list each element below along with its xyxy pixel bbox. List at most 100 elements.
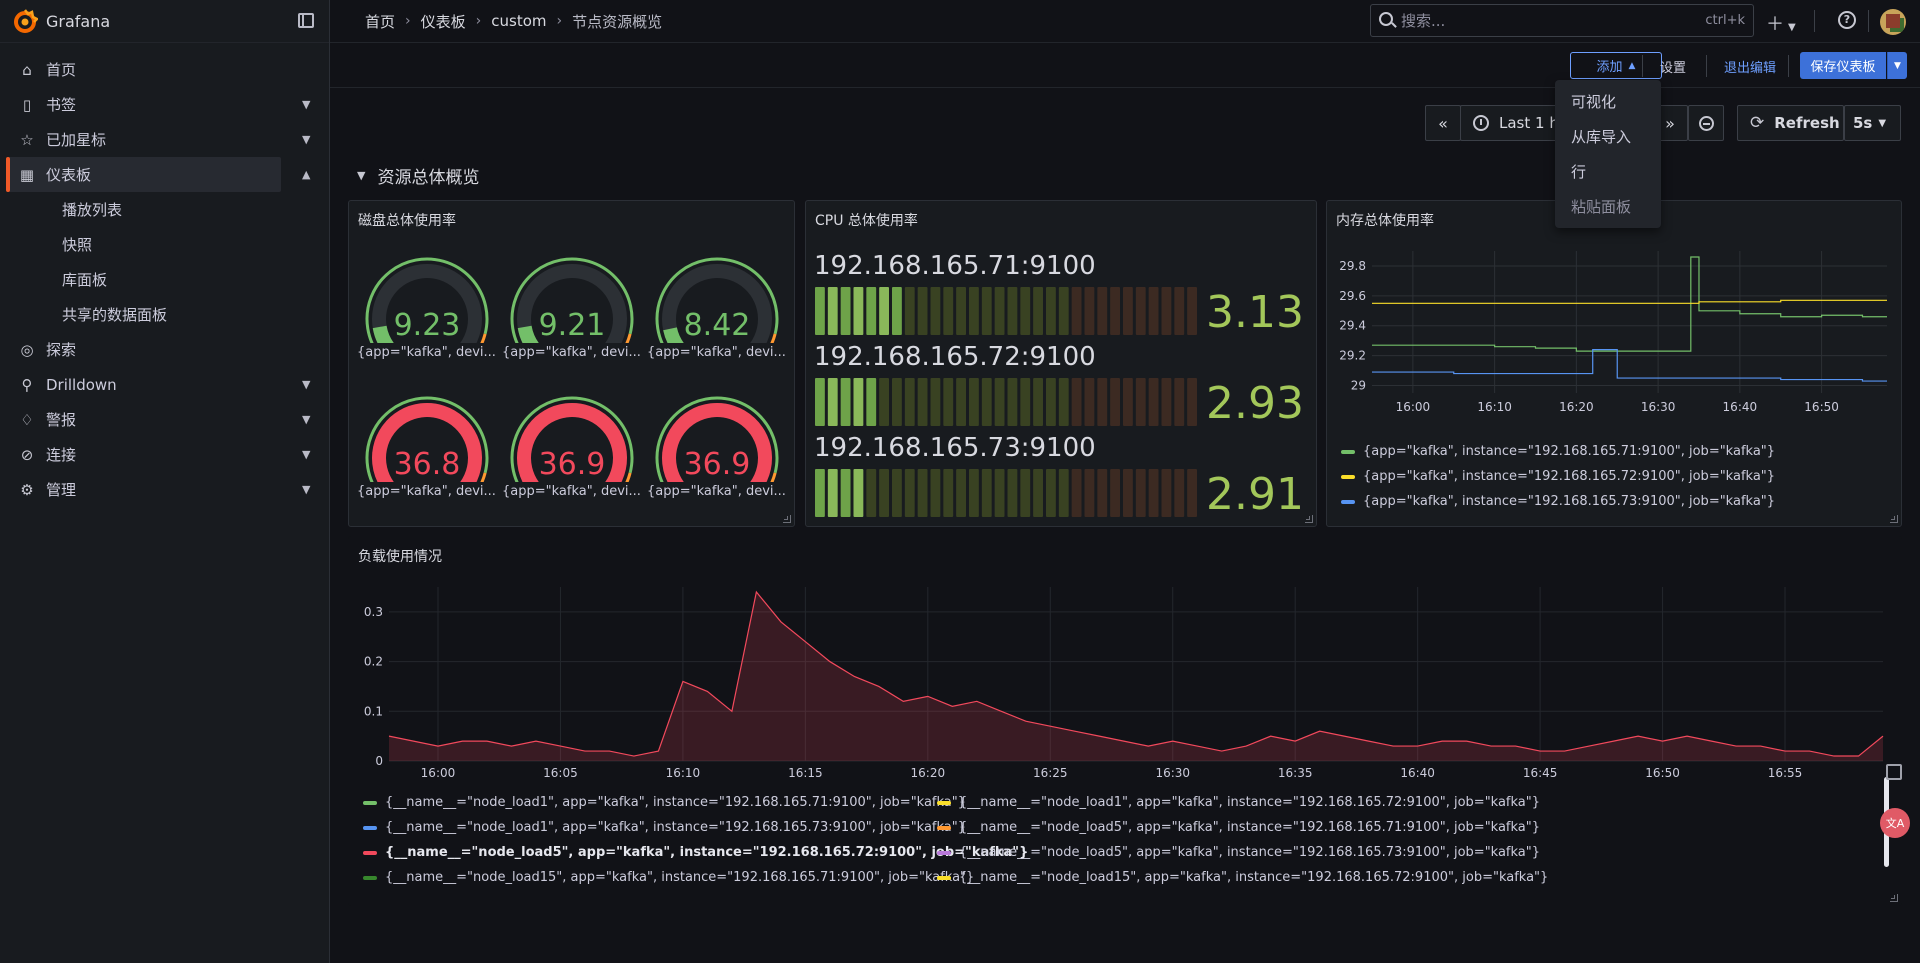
row-header[interactable]: ▼ 资源总体概览 <box>357 163 479 188</box>
search-shortcut: ctrl+k <box>1705 13 1745 28</box>
chevron-down-icon[interactable]: ▼ <box>302 378 311 391</box>
bar-segment <box>994 469 1005 517</box>
breadcrumb-home[interactable]: 首页 <box>365 12 396 31</box>
search-input[interactable]: 搜索... ctrl+k <box>1370 4 1754 37</box>
sidebar-item-label: 管理 <box>46 481 77 499</box>
menu-item-import-from-library[interactable]: 从库导入 <box>1571 128 1632 146</box>
legend-label: {__name__="node_load5", app="kafka", ins… <box>959 820 1541 835</box>
refresh-interval-picker[interactable]: 5s ▼ <box>1844 105 1901 141</box>
floating-grid-icon[interactable] <box>1886 764 1902 780</box>
chevron-down-icon[interactable]: ▼ <box>302 483 311 496</box>
bar-segment <box>827 378 838 426</box>
memory-usage-panel[interactable]: 内存总体使用率 29 29.2 29.4 29.6 29.8 16:00 16:10 16:2… <box>1326 200 1902 527</box>
legend-label: {__name__="node_load1", app="kafka", ins… <box>385 795 967 810</box>
legend-item[interactable]: {__name__="node_load1", app="kafka", ins… <box>937 795 1540 810</box>
refresh-button[interactable]: ⟳ Refresh <box>1737 105 1844 141</box>
bar-segment <box>1174 287 1185 335</box>
disk-gauge: 9.23 {app="kafka", devi... <box>357 251 497 378</box>
load-usage-panel[interactable]: 负载使用情况 0 0.1 0.2 0.3 16:00 16:05 16:10 16:15 16:… <box>348 536 1902 906</box>
x-tick-label: 16:55 <box>1768 766 1803 780</box>
toolbar-divider <box>1814 10 1815 32</box>
sidebar-item-label: 连接 <box>46 446 77 464</box>
sidebar-item-label: 首页 <box>46 61 77 79</box>
bar-segment <box>1071 469 1082 517</box>
chevron-down-icon[interactable]: ▼ <box>302 98 311 111</box>
sidebar-item-administration[interactable]: ⚙ 管理 ▼ <box>0 472 329 507</box>
panel-title: 负载使用情况 <box>358 549 442 565</box>
legend-item[interactable]: {app="kafka", instance="192.168.165.73:9… <box>1341 494 1775 509</box>
avatar[interactable] <box>1880 9 1906 35</box>
cpu-usage-panel[interactable]: CPU 总体使用率 192.168.165.71:9100 3.13 192.168… <box>805 200 1317 527</box>
legend-item[interactable]: {app="kafka", instance="192.168.165.72:9… <box>1341 469 1775 484</box>
sidebar-item-explore[interactable]: ◎ 探索 <box>0 332 329 367</box>
bar-segment <box>1110 378 1120 426</box>
chevron-down-icon[interactable]: ▼ <box>302 413 311 426</box>
save-dashboard-button[interactable]: 保存仪表板 <box>1800 52 1886 79</box>
edit-toolbar: 添加 ▲ 设置 退出编辑 保存仪表板 ▼ <box>330 44 1920 88</box>
time-shift-back-button[interactable]: « <box>1425 105 1461 141</box>
legend-item[interactable]: {__name__="node_load15", app="kafka", in… <box>363 870 974 885</box>
resize-handle-icon[interactable] <box>783 515 791 523</box>
settings-button[interactable]: 设置 <box>1660 61 1687 76</box>
chevron-down-icon[interactable]: ▼ <box>302 448 311 461</box>
bar-gauge-segments <box>815 469 1197 517</box>
menu-item-row[interactable]: 行 <box>1571 163 1587 181</box>
legend-item[interactable]: {app="kafka", instance="192.168.165.71:9… <box>1341 444 1775 459</box>
legend-swatch <box>937 825 951 830</box>
sidebar-item-home[interactable]: ⌂ 首页 <box>0 52 329 87</box>
exit-edit-button[interactable]: 退出编辑 <box>1724 61 1777 76</box>
x-tick-label: 16:30 <box>1155 766 1190 780</box>
translate-widget-icon[interactable]: 文A <box>1880 808 1910 838</box>
app-name: Grafana <box>46 11 111 31</box>
sidebar-item-dashboards[interactable]: ▦ 仪表板 ▲ <box>6 157 310 192</box>
sidebar-item-drilldown[interactable]: ⚲ Drilldown ▼ <box>0 367 329 402</box>
time-range-picker[interactable]: Last 1 h <box>1460 105 1560 141</box>
breadcrumb-dashboards[interactable]: 仪表板 <box>420 12 466 31</box>
grafana-logo-icon[interactable] <box>12 8 38 34</box>
sidebar-item-label: 已加星标 <box>46 131 107 149</box>
legend-item[interactable]: {__name__="node_load15", app="kafka", in… <box>937 870 1548 885</box>
refresh-interval-value: 5s <box>1853 114 1873 132</box>
legend-item[interactable]: {__name__="node_load1", app="kafka", ins… <box>363 820 966 835</box>
bar-segment <box>1058 469 1069 517</box>
dock-menu-icon[interactable] <box>298 13 314 28</box>
legend-item[interactable]: {__name__="node_load5", app="kafka", ins… <box>937 820 1540 835</box>
chevron-down-icon[interactable]: ▼ <box>302 133 311 146</box>
legend-item[interactable]: {__name__="node_load5", app="kafka", ins… <box>937 845 1540 860</box>
zoom-out-button[interactable] <box>1688 105 1724 141</box>
new-menu-icon[interactable]: ＋ ▼ <box>1766 14 1796 35</box>
sidebar-item-starred[interactable]: ☆ 已加星标 ▼ <box>0 122 329 157</box>
chevron-down-icon: ▼ <box>1878 117 1887 129</box>
menu-item-paste-panel[interactable]: 粘贴面板 <box>1571 198 1632 216</box>
sidebar-item-connections[interactable]: ⊘ 连接 ▼ <box>0 437 329 472</box>
save-options-chevron-icon[interactable]: ▼ <box>1887 52 1907 79</box>
resize-handle-icon[interactable] <box>1305 515 1313 523</box>
sidebar-subitem-library-panels[interactable]: 库面板 <box>0 262 329 297</box>
gauge-dial: 9.23 <box>365 257 489 378</box>
disk-usage-panel[interactable]: 磁盘总体使用率 9.23 {app="kafka", devi... 9.21 {ap… <box>348 200 795 527</box>
sidebar-subitem-snapshots[interactable]: 快照 <box>0 227 329 262</box>
legend-label: {app="kafka", instance="192.168.165.71:9… <box>1363 444 1776 459</box>
gauge-value: 36.8 <box>394 447 461 482</box>
bookmark-icon: ▯ <box>22 95 32 114</box>
panel-title: CPU 总体使用率 <box>815 213 918 229</box>
help-icon[interactable]: ? <box>1838 11 1856 29</box>
resize-handle-icon[interactable] <box>1890 515 1898 523</box>
sidebar-item-bookmarks[interactable]: ▯ 书签 ▼ <box>0 87 329 122</box>
sidebar-subitem-shared-dashboards[interactable]: 共享的数据面板 <box>0 297 329 332</box>
chevron-up-icon[interactable]: ▲ <box>302 168 311 181</box>
breadcrumb-folder[interactable]: custom <box>491 12 547 30</box>
legend-item[interactable]: {__name__="node_load5", app="kafka", ins… <box>363 845 1028 860</box>
sidebar-subitem-playlists[interactable]: 播放列表 <box>0 192 329 227</box>
legend-item[interactable]: {__name__="node_load1", app="kafka", ins… <box>363 795 966 810</box>
add-button[interactable]: 添加 ▲ <box>1570 52 1662 79</box>
sidebar-item-alerting[interactable]: ♢ 警报 ▼ <box>0 402 329 437</box>
bar-segment <box>1084 287 1095 335</box>
bar-segment <box>815 378 825 426</box>
legend-swatch <box>937 875 951 880</box>
resize-handle-icon[interactable] <box>1890 894 1898 902</box>
chevron-down-icon[interactable]: ▼ <box>357 169 366 182</box>
breadcrumb-current: 节点资源概览 <box>572 12 663 31</box>
gauge-threshold-arc <box>655 396 779 495</box>
menu-item-visualization[interactable]: 可视化 <box>1571 93 1617 111</box>
